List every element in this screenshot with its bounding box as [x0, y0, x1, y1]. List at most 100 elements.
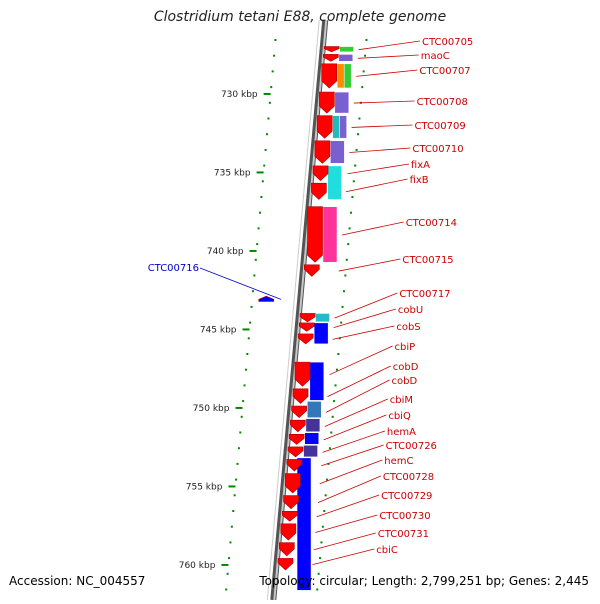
forward-gene-arrow — [291, 405, 307, 419]
minor-tick-right — [330, 431, 333, 434]
label-leader-line — [353, 100, 415, 104]
minor-tick-left — [256, 243, 259, 246]
forward-gene-arrow — [298, 322, 315, 332]
feature-block — [313, 322, 329, 345]
label-leader-line — [345, 178, 408, 193]
minor-tick-right — [349, 211, 352, 214]
forward-gene-arrow — [311, 182, 327, 200]
minor-tick-left — [232, 510, 235, 512]
gene-label: fixA — [411, 160, 430, 171]
minor-tick-left — [242, 400, 245, 403]
feature-block — [327, 165, 342, 200]
minor-tick-left — [266, 133, 269, 136]
gene-label: CTC00710 — [412, 144, 463, 155]
reverse-gene-arrow — [258, 295, 275, 302]
minor-tick-right — [316, 588, 319, 591]
label-leader-line — [329, 345, 393, 376]
label-leader-line — [347, 163, 409, 175]
feature-block — [336, 63, 345, 89]
minor-tick-left — [246, 353, 249, 355]
feature-block — [338, 54, 354, 62]
forward-gene-arrow — [286, 459, 303, 472]
minor-tick-right — [327, 462, 330, 465]
minor-tick-right — [362, 70, 365, 73]
forward-gene-arrow — [304, 264, 320, 277]
minor-tick-left — [263, 164, 266, 167]
minor-tick-left — [250, 305, 253, 308]
gene-label: CTC00707 — [419, 66, 470, 77]
feature-block — [303, 445, 318, 458]
feature-block — [322, 206, 338, 263]
scale-tick-label: 740 kbp — [207, 247, 244, 257]
minor-tick-left — [244, 368, 247, 371]
forward-gene-arrow — [321, 63, 338, 89]
forward-gene-arrow — [283, 495, 299, 510]
label-leader-line — [334, 292, 398, 319]
minor-tick-left — [270, 86, 273, 89]
minor-tick-left — [271, 70, 274, 73]
label-leader-line — [319, 459, 383, 485]
minor-tick-left — [247, 337, 250, 340]
forward-gene-arrow — [314, 140, 331, 164]
feature-block — [330, 140, 345, 164]
gene-label: CTC00716 — [148, 263, 199, 274]
feature-block — [343, 63, 352, 89]
label-leader-line — [357, 54, 419, 59]
forward-gene-arrow — [323, 46, 340, 53]
gene-label: cbiP — [395, 342, 416, 353]
gene-label: cobU — [398, 305, 423, 316]
gene-label: fixB — [410, 175, 429, 186]
minor-tick-right — [323, 510, 326, 512]
minor-tick-left — [229, 541, 232, 544]
label-leader-line — [327, 365, 391, 398]
scale-tick-label: 755 kbp — [186, 482, 223, 492]
gene-label: hemA — [387, 427, 416, 438]
minor-tick-left — [254, 258, 257, 261]
forward-gene-arrow — [316, 115, 333, 139]
minor-tick-right — [357, 133, 360, 136]
forward-gene-arrow — [292, 388, 309, 404]
scale-tick-label: 760 kbp — [179, 561, 216, 571]
gene-label: cbiM — [390, 395, 413, 406]
feature-block — [307, 401, 322, 418]
minor-tick-right — [347, 243, 350, 246]
label-leader-line — [317, 475, 382, 504]
minor-tick-right — [358, 117, 361, 120]
minor-tick-right — [337, 353, 340, 355]
gene-label: cobD — [393, 362, 419, 373]
minor-tick-left — [225, 588, 228, 591]
minor-tick-left — [267, 117, 270, 120]
minor-tick-left — [230, 525, 233, 528]
gene-label: CTC00709 — [414, 121, 465, 132]
map-title: Clostridium tetani E88, complete genome — [153, 9, 447, 25]
minor-tick-left — [273, 54, 276, 57]
minor-tick-left — [233, 494, 236, 497]
minor-tick-right — [324, 494, 327, 497]
label-leader-line — [323, 414, 387, 441]
gene-label: CTC00728 — [383, 472, 434, 483]
forward-gene-arrow — [297, 333, 314, 345]
forward-gene-arrow — [281, 510, 298, 522]
minor-tick-left — [228, 557, 231, 560]
gene-label: CTC00730 — [379, 511, 430, 522]
scale-tick-label: 735 kbp — [214, 168, 251, 178]
label-leader-line — [351, 124, 413, 128]
label-leader-line — [316, 494, 380, 518]
feature-block — [334, 91, 350, 114]
label-leader-line — [199, 267, 282, 300]
gene-label: cobS — [396, 322, 420, 333]
feature-blocks — [296, 46, 354, 591]
label-leader-line — [325, 379, 390, 413]
minor-tick-left — [237, 447, 240, 450]
minor-tick-right — [335, 368, 338, 371]
scale-tick-label: 745 kbp — [200, 325, 237, 335]
minor-tick-left — [253, 274, 256, 277]
minor-tick-right — [341, 305, 344, 308]
scale-tick-label: 750 kbp — [193, 404, 230, 414]
gene-arrows — [258, 46, 340, 571]
feature-block — [309, 361, 325, 401]
topology-text: Topology: circular; Length: 2,799,251 bp… — [259, 574, 589, 588]
forward-gene-arrow — [287, 446, 304, 458]
minor-tick-right — [319, 557, 322, 560]
